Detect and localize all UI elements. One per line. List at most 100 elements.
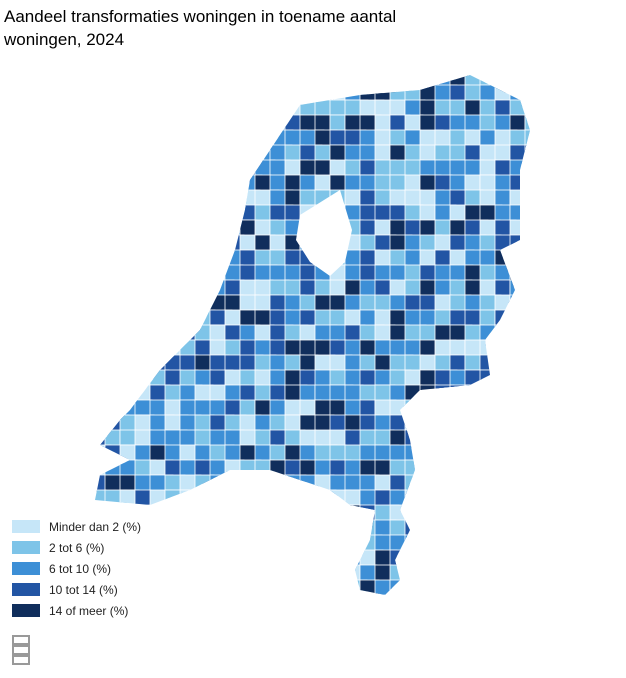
region xyxy=(119,204,136,222)
region xyxy=(509,444,530,470)
region xyxy=(494,399,511,420)
legend-label: 2 tot 6 (%) xyxy=(49,541,104,555)
region xyxy=(149,294,175,318)
region xyxy=(434,504,452,527)
region xyxy=(194,99,220,122)
region xyxy=(524,189,530,211)
region xyxy=(164,324,187,350)
region xyxy=(329,564,351,586)
region xyxy=(284,504,309,526)
region xyxy=(389,159,408,176)
region xyxy=(239,564,256,585)
region xyxy=(464,369,483,393)
region xyxy=(164,294,188,320)
region xyxy=(509,324,527,343)
region xyxy=(194,564,215,582)
region xyxy=(359,144,377,163)
region xyxy=(254,129,271,152)
region xyxy=(149,549,167,566)
region xyxy=(149,309,170,333)
region xyxy=(449,219,466,237)
region xyxy=(194,189,218,213)
region xyxy=(524,339,530,361)
region xyxy=(149,324,169,350)
region xyxy=(179,159,202,181)
region xyxy=(524,129,530,148)
region xyxy=(224,189,248,211)
title-line: woningen, 2024 xyxy=(3,30,124,49)
region xyxy=(404,594,422,595)
region xyxy=(209,489,226,513)
region xyxy=(404,399,426,424)
region xyxy=(449,564,469,590)
region xyxy=(434,474,455,497)
region xyxy=(329,129,347,146)
region xyxy=(179,579,196,595)
region xyxy=(524,279,530,298)
region xyxy=(224,474,246,492)
region xyxy=(149,84,168,101)
region xyxy=(95,339,113,363)
region xyxy=(194,249,220,275)
legend-label: 14 of meer (%) xyxy=(49,604,128,618)
region xyxy=(119,249,136,270)
region xyxy=(509,279,529,300)
region xyxy=(389,579,413,595)
region xyxy=(134,204,160,222)
region xyxy=(404,549,426,569)
region xyxy=(134,489,152,508)
region xyxy=(134,234,156,252)
region xyxy=(509,339,527,365)
region xyxy=(254,519,274,539)
region xyxy=(374,75,394,90)
region xyxy=(509,429,528,453)
region xyxy=(179,75,200,95)
region xyxy=(344,504,361,524)
region xyxy=(224,534,243,560)
region xyxy=(509,384,530,402)
region xyxy=(464,489,489,507)
region xyxy=(164,84,187,103)
region xyxy=(389,75,411,92)
region xyxy=(134,534,158,554)
region xyxy=(419,504,442,521)
region xyxy=(419,384,438,409)
region xyxy=(95,399,106,416)
region xyxy=(239,129,258,146)
region xyxy=(149,519,166,544)
region xyxy=(434,294,453,313)
region xyxy=(404,129,422,146)
region xyxy=(344,114,362,133)
region xyxy=(149,264,174,285)
region xyxy=(134,339,155,362)
region xyxy=(119,549,142,567)
region xyxy=(149,234,173,253)
legend-swatch xyxy=(12,583,40,596)
region xyxy=(104,309,128,333)
region xyxy=(464,429,483,452)
region xyxy=(464,594,487,595)
region xyxy=(149,249,172,274)
region xyxy=(239,534,264,555)
region xyxy=(254,504,279,527)
region xyxy=(224,324,243,341)
region xyxy=(164,75,187,86)
region xyxy=(449,429,466,450)
region xyxy=(194,174,213,195)
region xyxy=(494,459,514,484)
region xyxy=(494,429,517,447)
region xyxy=(479,564,497,585)
region xyxy=(464,519,488,537)
region xyxy=(494,474,514,495)
region xyxy=(95,279,107,300)
region xyxy=(524,99,530,123)
region xyxy=(509,234,530,251)
region xyxy=(209,129,226,150)
region xyxy=(494,489,511,511)
region xyxy=(209,519,226,537)
region xyxy=(509,459,530,482)
region xyxy=(104,279,128,298)
region xyxy=(134,144,157,163)
region xyxy=(119,339,144,363)
region xyxy=(194,504,219,529)
